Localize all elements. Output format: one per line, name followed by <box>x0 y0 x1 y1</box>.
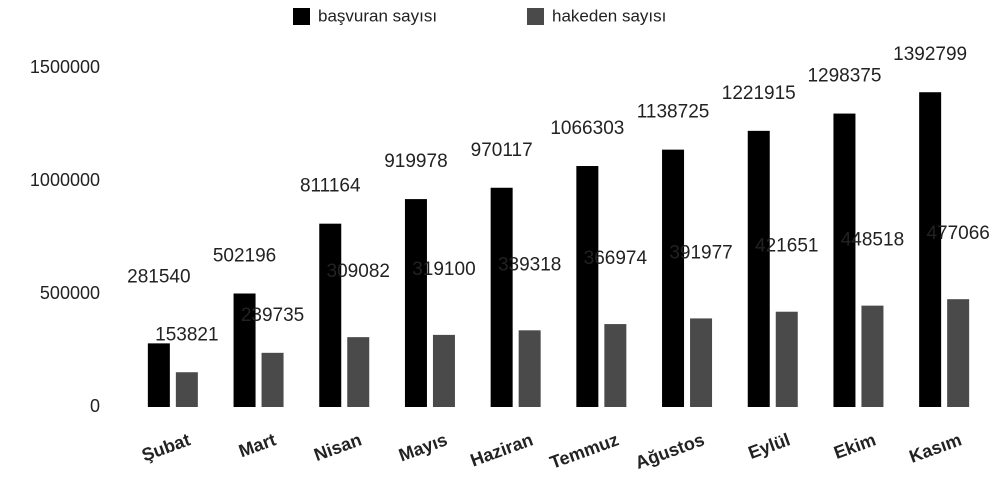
bar <box>490 187 513 407</box>
bar <box>604 324 627 407</box>
legend-swatch <box>527 8 544 25</box>
x-tick-label: Ağustos <box>633 429 707 472</box>
bar <box>347 337 370 407</box>
value-label: 919978 <box>384 151 447 172</box>
legend-swatch <box>293 8 310 25</box>
y-tick-label: 500000 <box>40 283 100 303</box>
x-tick-label: Nisan <box>311 429 364 465</box>
bar <box>833 113 856 407</box>
value-label: 1392799 <box>893 44 967 65</box>
x-tick-label: Şubat <box>139 429 193 465</box>
value-label: 970117 <box>471 140 533 161</box>
value-label: 421651 <box>755 236 818 257</box>
value-label: 339318 <box>498 254 561 275</box>
y-tick-label: 1000000 <box>30 170 100 190</box>
bar <box>261 352 284 407</box>
bar <box>861 305 884 407</box>
value-label: 1138725 <box>637 102 710 123</box>
y-tick-label: 0 <box>90 396 100 416</box>
value-label: 1298375 <box>807 66 881 87</box>
value-label: 319100 <box>412 259 475 280</box>
x-tick-label: Kasım <box>907 429 965 466</box>
value-label: 448518 <box>841 230 904 251</box>
value-label: 1221915 <box>722 83 796 104</box>
value-label: 1066303 <box>550 118 624 139</box>
value-label: 153821 <box>155 324 218 345</box>
value-label: 366974 <box>584 248 648 269</box>
value-label: 309082 <box>327 261 390 282</box>
value-label: 811164 <box>300 176 361 197</box>
bar <box>404 199 427 407</box>
x-tick-label: Mayıs <box>396 429 450 465</box>
x-tick-label: Eylül <box>745 429 792 463</box>
bar <box>319 223 342 407</box>
value-label: 477066 <box>926 223 989 244</box>
bar <box>947 299 970 407</box>
bar <box>233 293 256 407</box>
value-label: 239735 <box>241 305 304 326</box>
legend-label: başvuran sayısı <box>318 6 437 25</box>
value-label: 502196 <box>213 246 276 267</box>
bar <box>147 343 170 407</box>
bar <box>432 334 455 407</box>
x-tick-label: Haziran <box>468 429 536 470</box>
bar <box>576 166 599 407</box>
bar <box>690 318 713 407</box>
bar <box>747 130 770 407</box>
value-label: 281540 <box>127 266 190 287</box>
legend-label: hakeden sayısı <box>552 6 666 25</box>
x-tick-label: Ekim <box>831 429 878 463</box>
bar <box>919 92 942 408</box>
value-label: 391977 <box>669 242 732 263</box>
y-tick-label: 1500000 <box>30 57 100 77</box>
bar <box>775 311 798 407</box>
x-tick-label: Mart <box>236 429 279 461</box>
bar <box>175 372 198 407</box>
bar <box>518 330 541 407</box>
bar <box>662 149 685 408</box>
x-tick-label: Temmuz <box>547 429 621 472</box>
